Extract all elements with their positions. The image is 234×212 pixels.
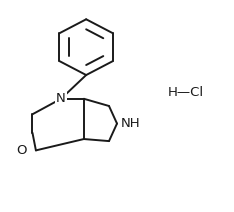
Text: N: N	[56, 92, 66, 105]
Text: H—Cl: H—Cl	[167, 86, 203, 99]
Text: NH: NH	[121, 117, 140, 130]
Text: O: O	[16, 144, 27, 157]
